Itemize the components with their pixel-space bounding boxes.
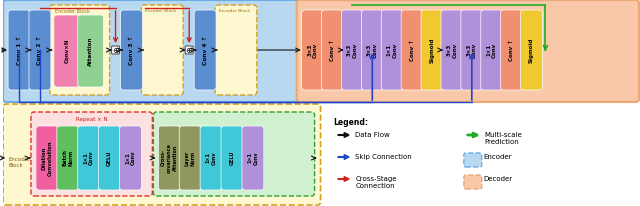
FancyBboxPatch shape [120,126,141,190]
FancyBboxPatch shape [321,10,344,90]
FancyBboxPatch shape [381,10,403,90]
FancyBboxPatch shape [215,5,257,95]
FancyBboxPatch shape [297,0,639,102]
Text: Conv 1 ↑: Conv 1 ↑ [17,35,22,65]
FancyBboxPatch shape [158,126,180,190]
FancyBboxPatch shape [185,46,193,54]
FancyBboxPatch shape [481,10,502,90]
Text: 1×1
Conv: 1×1 Conv [205,151,216,165]
FancyBboxPatch shape [464,175,482,189]
Text: Conv ↑: Conv ↑ [330,39,335,61]
Text: Data Flow: Data Flow [355,132,390,138]
FancyBboxPatch shape [99,126,120,190]
Text: Sigmoid: Sigmoid [429,37,435,63]
FancyBboxPatch shape [421,10,443,90]
Text: Encoder Block: Encoder Block [219,9,250,13]
Text: Skip Connection: Skip Connection [355,154,412,160]
Text: GELU: GELU [230,151,234,165]
FancyBboxPatch shape [194,10,216,90]
Text: Cross-
covariance
Attention: Cross- covariance Attention [161,143,177,173]
FancyBboxPatch shape [401,10,423,90]
Text: Sigmoid: Sigmoid [529,37,534,63]
FancyBboxPatch shape [111,46,120,54]
FancyBboxPatch shape [54,15,80,87]
FancyBboxPatch shape [362,10,383,90]
Text: ⊕: ⊕ [186,46,193,55]
Text: Repeat × N: Repeat × N [76,117,108,122]
Text: Encoder
Block: Encoder Block [8,157,31,168]
Text: 3×3
Conv: 3×3 Conv [467,42,477,58]
Text: Multi-scale
Prediction: Multi-scale Prediction [484,132,522,145]
Text: 3×3
Conv: 3×3 Conv [447,42,458,58]
FancyBboxPatch shape [342,10,364,90]
FancyBboxPatch shape [242,126,264,190]
Text: Attention: Attention [88,36,93,66]
FancyBboxPatch shape [200,126,222,190]
Text: 1×1
Conv: 1×1 Conv [125,151,136,165]
FancyBboxPatch shape [120,10,143,90]
Text: 1×1
Conv: 1×1 Conv [83,151,94,165]
Text: GELU: GELU [107,150,112,166]
Text: Conv 2 ↑: Conv 2 ↑ [37,35,42,65]
Text: Conv×N: Conv×N [64,39,69,63]
FancyBboxPatch shape [77,15,104,87]
FancyBboxPatch shape [464,153,482,167]
FancyBboxPatch shape [31,112,152,196]
Text: 3×3
Conv: 3×3 Conv [367,42,378,58]
Text: 1×1
Conv: 1×1 Conv [387,42,397,58]
Text: Conv 3 ↑: Conv 3 ↑ [129,35,134,65]
FancyBboxPatch shape [50,5,109,95]
Text: Legend:: Legend: [333,118,369,127]
Text: Conv ↑: Conv ↑ [410,39,415,61]
FancyBboxPatch shape [461,10,483,90]
Text: Dilation
Convolution: Dilation Convolution [42,140,52,176]
FancyBboxPatch shape [301,10,324,90]
Text: Layer
Norm: Layer Norm [185,150,196,166]
Text: Conv 4 ↑: Conv 4 ↑ [203,35,207,65]
FancyBboxPatch shape [179,126,201,190]
Text: Encoder Block: Encoder Block [145,9,177,13]
FancyBboxPatch shape [154,112,315,196]
Text: Encoder: Encoder [484,154,512,160]
FancyBboxPatch shape [441,10,463,90]
Text: Conv ↑: Conv ↑ [509,39,514,61]
FancyBboxPatch shape [500,10,523,90]
FancyBboxPatch shape [141,5,183,95]
Text: 3×3
Conv: 3×3 Conv [307,42,318,58]
FancyBboxPatch shape [520,10,543,90]
FancyBboxPatch shape [36,126,58,190]
FancyBboxPatch shape [3,0,300,102]
FancyBboxPatch shape [29,10,51,90]
Text: ⊕: ⊕ [112,46,119,55]
FancyBboxPatch shape [3,104,321,205]
Text: 1×1
Conv: 1×1 Conv [486,42,497,58]
Text: Decoder: Decoder [484,176,513,182]
FancyBboxPatch shape [8,10,30,90]
Text: Batch
Norm: Batch Norm [62,150,73,166]
Text: 1×1
Conv: 1×1 Conv [248,151,259,165]
Text: 3×3
Conv: 3×3 Conv [347,42,358,58]
FancyBboxPatch shape [57,126,79,190]
Text: Cross-Stage
Connection: Cross-Stage Connection [355,176,397,189]
FancyBboxPatch shape [77,126,100,190]
FancyBboxPatch shape [221,126,243,190]
Text: Encoder Block: Encoder Block [55,9,90,14]
